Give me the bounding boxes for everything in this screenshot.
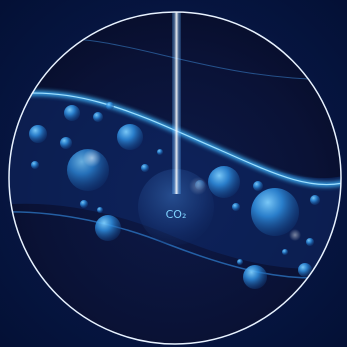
bubble xyxy=(237,259,243,265)
glow-wave-top-core xyxy=(9,92,341,186)
co2-bubble xyxy=(138,169,214,245)
bubble xyxy=(243,265,267,289)
bubble xyxy=(97,207,103,213)
bubble xyxy=(253,181,263,191)
bubble xyxy=(29,125,47,143)
bubble xyxy=(282,249,288,255)
bubble xyxy=(93,112,103,122)
bubble xyxy=(106,102,114,110)
sparkle xyxy=(83,149,101,167)
lens-border xyxy=(8,11,342,345)
lens-content: CO₂ xyxy=(9,12,341,289)
bubble xyxy=(141,164,149,172)
gas-tube-highlight xyxy=(175,12,178,194)
bubble xyxy=(157,149,163,155)
sparkle xyxy=(289,229,301,241)
bubble xyxy=(306,238,314,246)
bubble xyxy=(298,263,312,277)
bubble xyxy=(117,124,143,150)
lower-wave-line xyxy=(9,211,341,279)
bubble xyxy=(80,200,88,208)
bubble xyxy=(310,195,320,205)
bubble xyxy=(64,105,80,121)
bubble xyxy=(232,203,240,211)
bubble xyxy=(208,166,240,198)
bubble xyxy=(60,137,72,149)
bubble xyxy=(95,215,121,241)
co2-label: CO₂ xyxy=(166,208,187,221)
bubble xyxy=(31,161,39,169)
bubble xyxy=(251,188,299,236)
